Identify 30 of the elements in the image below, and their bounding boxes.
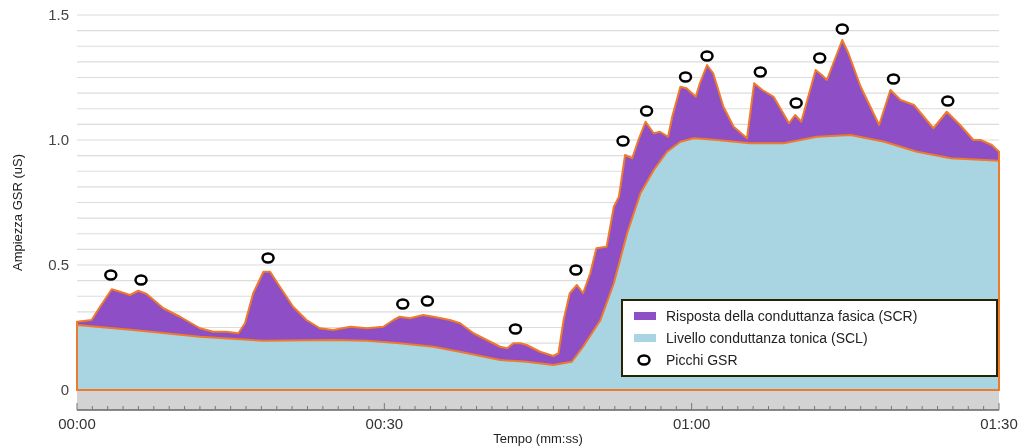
point — [420, 295, 435, 307]
y-tick-label: 1.0 — [48, 131, 69, 149]
y-axis-title: Ampiezza GSR (uS) — [10, 153, 25, 272]
point — [835, 23, 850, 35]
point — [678, 71, 693, 83]
point — [639, 105, 654, 117]
series-label: Risposta della conduttanza fasica (SCR) — [666, 307, 918, 324]
x-axis-title: Tempo (mm:ss) — [493, 431, 583, 446]
x-tick-label: 01:30 — [980, 415, 1018, 432]
point — [569, 264, 583, 276]
point — [700, 50, 714, 62]
x-tick-label: 00:00 — [58, 415, 96, 432]
x-tick-label: 00:30 — [365, 415, 404, 432]
point — [789, 97, 803, 109]
point — [134, 274, 148, 286]
point — [508, 323, 523, 335]
legend-label: Livello conduttanza tonica (SCL) — [666, 329, 868, 346]
point — [396, 298, 410, 310]
point — [616, 135, 630, 147]
point — [753, 66, 768, 78]
x-tick-label: 01:00 — [672, 415, 711, 432]
point — [812, 52, 827, 64]
point — [886, 73, 901, 85]
point — [104, 269, 118, 281]
point — [261, 252, 275, 264]
y-tick-label: 0 — [60, 381, 69, 399]
y-tick-label: 0.5 — [48, 256, 69, 274]
point — [941, 95, 955, 107]
legend-label: Picchi GSR — [666, 351, 738, 368]
y-tick-label: 1.5 — [48, 6, 69, 24]
